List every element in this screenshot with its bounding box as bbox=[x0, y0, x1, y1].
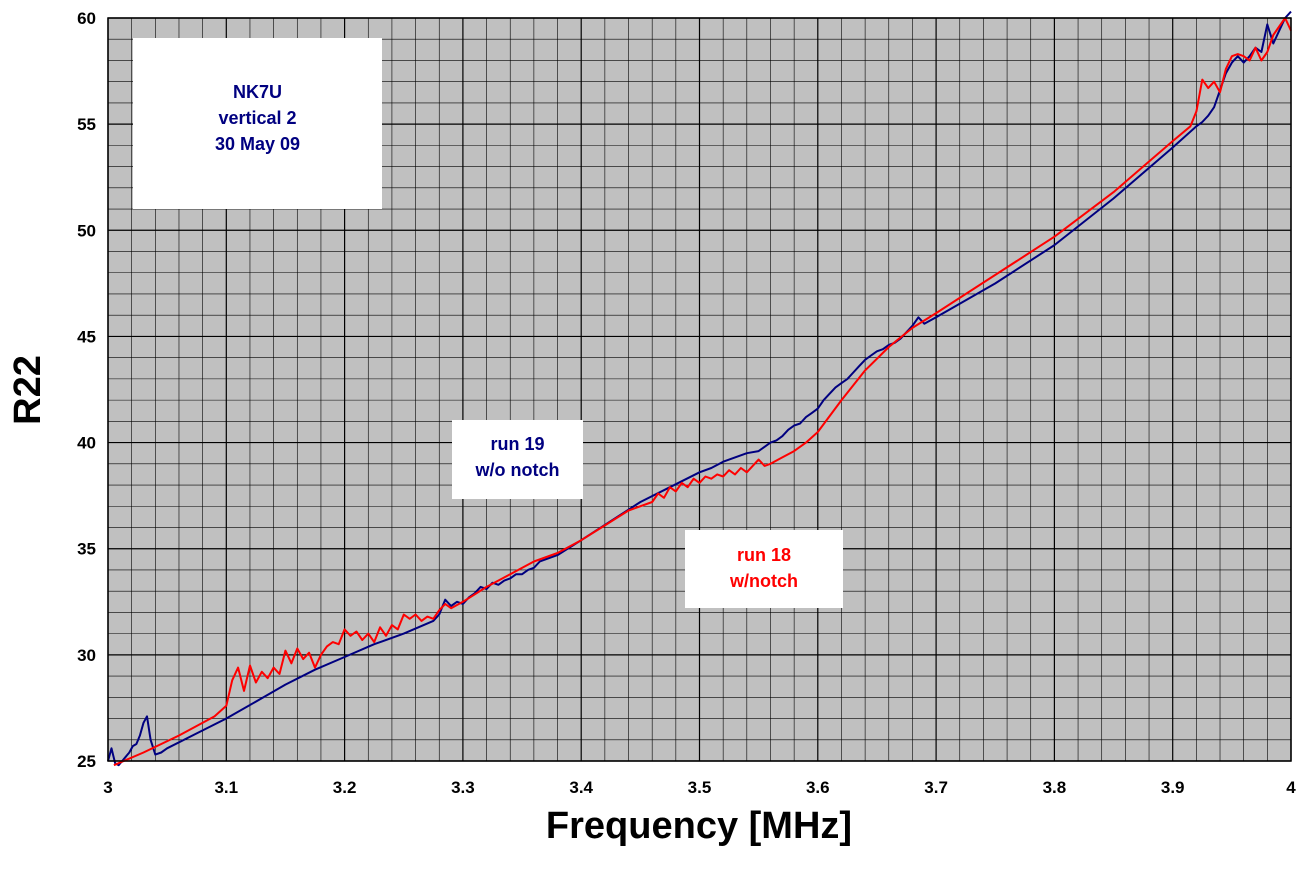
run-19-label-box bbox=[452, 420, 583, 499]
annotation-text: vertical 2 bbox=[218, 108, 296, 128]
annotation-text: w/notch bbox=[729, 571, 798, 591]
annotation-text: w/o notch bbox=[475, 460, 560, 480]
annotations: NK7U vertical 2 30 May 09 run 19 w/o notch ru… bbox=[133, 38, 843, 608]
y-tick-label: 55 bbox=[77, 115, 96, 134]
x-tick-label: 3.2 bbox=[333, 778, 357, 797]
x-tick-label: 3.9 bbox=[1161, 778, 1185, 797]
run-19-series-line bbox=[107, 10, 1292, 767]
y-axis-title: R22 bbox=[7, 355, 49, 425]
annotation-text: run 18 bbox=[737, 545, 791, 565]
x-tick-label: 3.7 bbox=[924, 778, 948, 797]
plot-area-border bbox=[107, 17, 1292, 762]
x-tick-label: 3.8 bbox=[1043, 778, 1067, 797]
annotation-text: 30 May 09 bbox=[215, 134, 300, 154]
y-tick-label: 30 bbox=[77, 646, 96, 665]
x-tick-labels: 3 3.1 3.2 3.3 3.4 3.5 3.6 3.7 3.8 3.9 4 bbox=[103, 778, 1296, 797]
series-layer bbox=[107, 10, 1292, 767]
station-label-box bbox=[133, 38, 382, 209]
x-tick-label: 3 bbox=[103, 778, 112, 797]
x-tick-label: 4 bbox=[1286, 778, 1296, 797]
x-axis-title: Frequency [MHz] bbox=[546, 805, 852, 847]
y-tick-label: 60 bbox=[77, 9, 96, 28]
y-tick-labels: 25 30 35 40 45 50 55 60 bbox=[77, 9, 96, 771]
y-tick-label: 45 bbox=[77, 327, 96, 346]
y-tick-label: 25 bbox=[77, 752, 96, 771]
y-tick-label: 40 bbox=[77, 434, 96, 453]
x-tick-label: 3.5 bbox=[688, 778, 712, 797]
y-tick-label: 35 bbox=[77, 540, 96, 559]
y-tick-label: 50 bbox=[77, 221, 96, 240]
run-18-series-line bbox=[113, 17, 1292, 767]
x-tick-label: 3.3 bbox=[451, 778, 475, 797]
run-18-label-box bbox=[685, 530, 843, 608]
annotation-text: NK7U bbox=[233, 82, 282, 102]
x-tick-label: 3.1 bbox=[214, 778, 238, 797]
x-tick-label: 3.6 bbox=[806, 778, 830, 797]
x-tick-label: 3.4 bbox=[569, 778, 593, 797]
annotation-text: run 19 bbox=[490, 434, 544, 454]
